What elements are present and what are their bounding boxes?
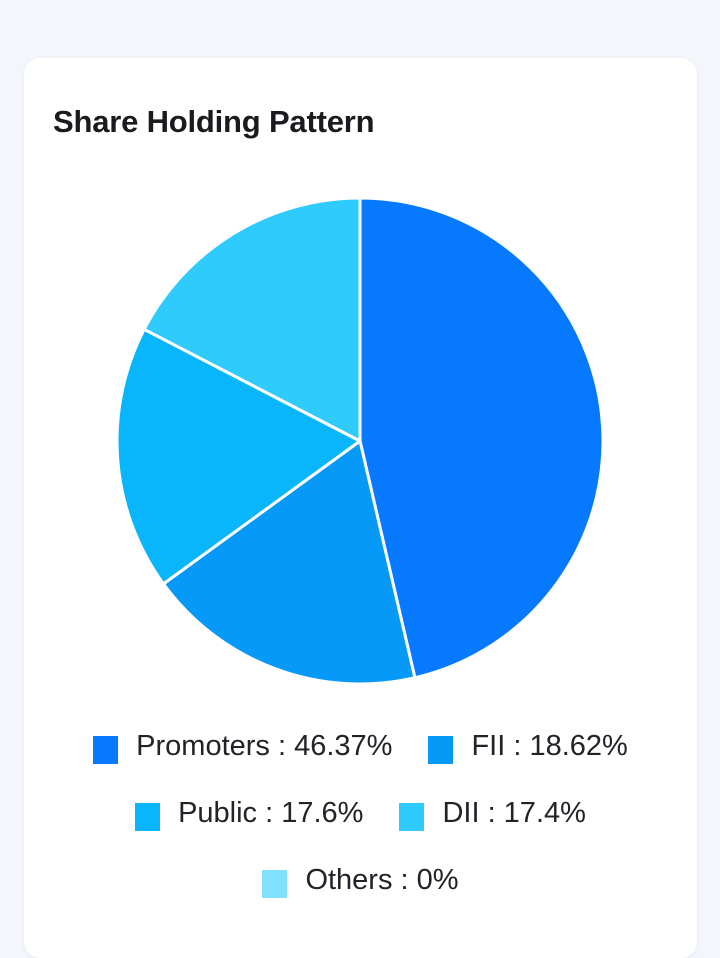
pie-slice-dii[interactable] xyxy=(142,196,362,443)
pie-slice-promoters[interactable] xyxy=(358,196,605,680)
legend-label: Promoters : 46.37% xyxy=(136,730,393,762)
legend-swatch xyxy=(399,802,425,831)
legend-swatch xyxy=(428,735,454,764)
pie-chart xyxy=(115,196,605,686)
legend-row: Public : 17.6% DII : 17.4% xyxy=(24,780,697,847)
legend-label: Others : 0% xyxy=(305,864,459,896)
share-holding-card: Share Holding Pattern Promoters : 46.37%… xyxy=(24,58,697,958)
legend-label: Public : 17.6% xyxy=(178,797,364,829)
chart-legend: Promoters : 46.37% FII : 18.62% Public :… xyxy=(24,713,697,914)
legend-row: Promoters : 46.37% FII : 18.62% xyxy=(24,713,697,780)
card-title: Share Holding Pattern xyxy=(53,104,375,139)
pie-slice-public[interactable] xyxy=(115,327,362,586)
legend-swatch xyxy=(262,869,288,898)
legend-swatch xyxy=(93,735,119,764)
legend-item-promoters[interactable]: Promoters : 46.37% xyxy=(93,730,392,764)
legend-item-dii[interactable]: DII : 17.4% xyxy=(399,797,586,831)
legend-row: Others : 0% xyxy=(24,847,697,914)
legend-item-public[interactable]: Public : 17.6% xyxy=(135,797,363,831)
legend-label: DII : 17.4% xyxy=(442,797,586,829)
legend-swatch xyxy=(135,802,161,831)
legend-item-fii[interactable]: FII : 18.62% xyxy=(428,730,628,764)
pie-slice-fii[interactable] xyxy=(161,439,417,686)
pie-slices xyxy=(115,196,605,686)
legend-label: FII : 18.62% xyxy=(471,730,628,762)
legend-item-others[interactable]: Others : 0% xyxy=(262,864,459,898)
